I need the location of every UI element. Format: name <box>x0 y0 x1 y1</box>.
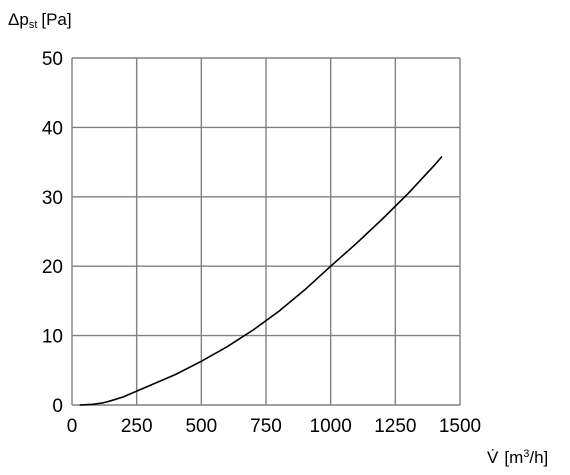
x-tick-label: 1000 <box>310 416 352 437</box>
grid <box>71 57 461 406</box>
x-tick-label: 0 <box>67 416 78 437</box>
y-tick-label: 40 <box>42 118 63 139</box>
y-axis-subscript: st <box>29 19 38 31</box>
x-tick-labels: 0 250 500 750 1000 1250 1500 <box>67 416 481 437</box>
x-tick-label: 500 <box>185 416 217 437</box>
x-axis-unit-prefix: [m <box>504 448 523 467</box>
y-tick-label: 50 <box>42 49 63 70</box>
series-line <box>79 155 443 406</box>
y-axis-unit: [Pa] <box>41 10 71 29</box>
y-tick-label: 30 <box>42 188 63 209</box>
x-tick-label: 750 <box>250 416 282 437</box>
y-tick-label: 10 <box>42 327 63 348</box>
x-axis-unit-suffix: /h] <box>529 448 548 467</box>
x-tick-label: 1250 <box>374 416 416 437</box>
x-axis-unit-superscript: 3 <box>523 448 529 460</box>
y-tick-labels: 0 10 20 30 40 50 <box>42 49 63 417</box>
x-tick-label: 250 <box>121 416 153 437</box>
y-axis-symbol: Δp <box>8 10 29 29</box>
y-tick-label: 20 <box>42 257 63 278</box>
y-tick-label: 0 <box>52 396 63 417</box>
x-axis-label: V̇ [m3/h] <box>487 448 548 467</box>
x-tick-label: 1500 <box>439 416 481 437</box>
x-axis-symbol: V̇ <box>487 448 499 467</box>
y-axis-label: Δpst [Pa] <box>8 10 72 31</box>
